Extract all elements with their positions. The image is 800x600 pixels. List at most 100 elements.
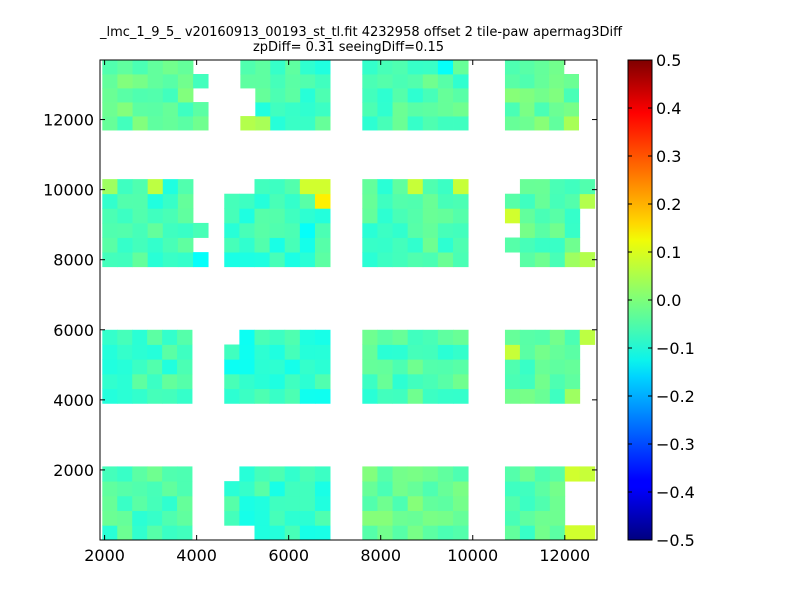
heatmap-cell xyxy=(162,344,178,360)
y-tick-label: 2000 xyxy=(53,461,94,480)
heatmap-cell xyxy=(519,373,536,390)
heatmap-cell xyxy=(549,222,566,238)
heatmap-cell xyxy=(269,344,286,360)
heatmap-cell xyxy=(224,222,240,238)
heatmap-cell xyxy=(132,252,149,268)
heatmap-cell xyxy=(102,495,118,511)
heatmap-cell xyxy=(117,179,133,195)
heatmap-cell xyxy=(315,74,331,89)
heatmap-cell xyxy=(362,344,378,360)
chart-subtitle: zpDiff= 0.31 seeingDiff=0.15 xyxy=(252,40,445,55)
heatmap-cell xyxy=(453,510,469,526)
heatmap-cell xyxy=(132,116,149,131)
heatmap-cell xyxy=(549,481,566,497)
heatmap-cell xyxy=(519,525,536,541)
heatmap-cell xyxy=(177,102,194,117)
heatmap-cell xyxy=(519,102,535,117)
heatmap-cell xyxy=(422,525,439,541)
heatmap-cell xyxy=(239,329,255,345)
heatmap-cell xyxy=(422,466,439,482)
heatmap-cell xyxy=(392,60,409,75)
heatmap-cell xyxy=(102,525,118,541)
heatmap-cell xyxy=(147,359,163,375)
heatmap-cell xyxy=(504,466,521,482)
heatmap-cell xyxy=(255,74,271,89)
heatmap-cell xyxy=(102,88,118,103)
heatmap-cell xyxy=(239,373,255,390)
heatmap-cell xyxy=(392,88,409,103)
heatmap-cell xyxy=(407,60,424,75)
colorbar-tick-label: 0.1 xyxy=(656,243,681,262)
heatmap-cell xyxy=(453,193,469,209)
heatmap-cell xyxy=(564,208,581,224)
heatmap-cell xyxy=(132,495,148,511)
heatmap-cell xyxy=(132,359,148,375)
heatmap-cell xyxy=(314,510,331,526)
heatmap-cell xyxy=(299,208,316,224)
heatmap-cell xyxy=(117,193,133,209)
heatmap-cell xyxy=(177,344,193,360)
heatmap-cell xyxy=(407,373,424,390)
heatmap-cell xyxy=(299,373,316,390)
heatmap-cell xyxy=(102,208,118,224)
heatmap-cell xyxy=(284,388,301,404)
heatmap-cell xyxy=(504,481,521,497)
heatmap-cell xyxy=(564,252,581,268)
heatmap-cell xyxy=(255,88,271,103)
heatmap-cell xyxy=(437,388,454,404)
heatmap-cell xyxy=(255,116,271,131)
heatmap-cell xyxy=(453,208,469,224)
heatmap-cell xyxy=(300,74,316,89)
heatmap-cell xyxy=(314,388,331,404)
heatmap-cell xyxy=(284,179,301,195)
heatmap-cell xyxy=(422,60,439,75)
y-tick-label: 4000 xyxy=(53,391,94,410)
heatmap-cell xyxy=(534,329,551,345)
heatmap-cell xyxy=(117,359,133,375)
heatmap-cell xyxy=(239,208,255,224)
heatmap-cell xyxy=(579,179,596,195)
heatmap-cell xyxy=(117,237,133,253)
heatmap-cell xyxy=(299,510,316,526)
heatmap-cell xyxy=(392,74,409,89)
heatmap-cell xyxy=(147,495,163,511)
heatmap-cell xyxy=(254,495,271,511)
heatmap-cell xyxy=(102,222,118,238)
heatmap-cell xyxy=(534,344,551,360)
heatmap-cell xyxy=(269,222,286,238)
heatmap-cell xyxy=(362,193,378,209)
heatmap-cell xyxy=(534,74,550,89)
heatmap-cell xyxy=(504,495,521,511)
heatmap-cell xyxy=(224,359,240,375)
heatmap-cell xyxy=(285,74,301,89)
heatmap-cell xyxy=(377,102,393,117)
heatmap-cell xyxy=(377,222,393,238)
heatmap-cell xyxy=(132,481,148,497)
heatmap-cell xyxy=(254,510,271,526)
heatmap-cell xyxy=(177,495,193,511)
heatmap-cell xyxy=(504,102,521,117)
heatmap-cell xyxy=(422,252,439,268)
heatmap-cell xyxy=(270,88,286,103)
heatmap-cell xyxy=(437,222,454,238)
heatmap-cell xyxy=(377,495,393,511)
heatmap-cell xyxy=(453,116,469,131)
heatmap-cell xyxy=(549,329,566,345)
heatmap-cell xyxy=(377,525,393,541)
heatmap-cell xyxy=(407,481,424,497)
heatmap-cell xyxy=(392,237,409,253)
heatmap-cell xyxy=(162,116,179,131)
heatmap-cell xyxy=(132,60,149,75)
heatmap-cell xyxy=(437,373,454,390)
heatmap-cell xyxy=(117,344,133,360)
heatmap-cell xyxy=(534,222,551,238)
heatmap-cell xyxy=(314,222,331,238)
heatmap-cell xyxy=(534,116,550,131)
heatmap-cell xyxy=(285,60,301,75)
heatmap-cell xyxy=(534,193,551,209)
heatmap-cell xyxy=(437,74,454,89)
heatmap-cell xyxy=(132,193,149,209)
heatmap-cell xyxy=(549,525,566,541)
heatmap-cell xyxy=(422,344,439,360)
heatmap-cell xyxy=(437,237,454,253)
